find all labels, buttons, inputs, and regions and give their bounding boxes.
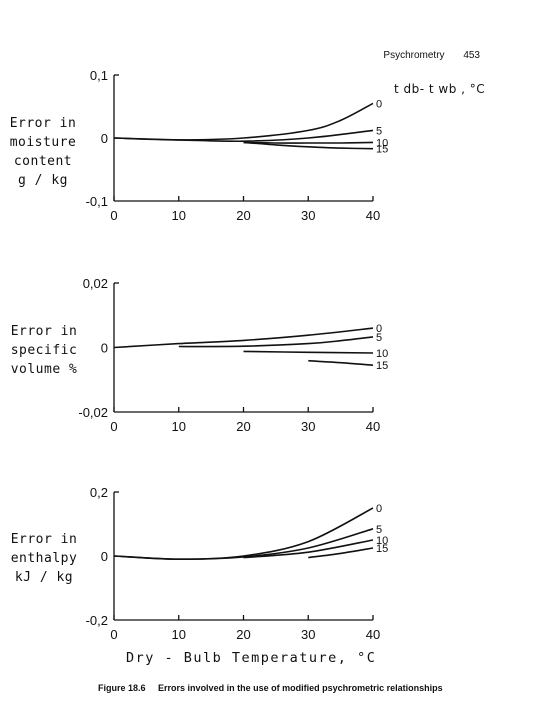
- ylabel-line: specific: [10, 343, 78, 358]
- x-tick-label: 20: [236, 419, 250, 434]
- x-tick-label: 20: [236, 208, 250, 223]
- ylabel-line: kJ / kg: [14, 570, 74, 585]
- x-tick-label: 40: [366, 627, 380, 642]
- series-label-5: 5: [376, 524, 382, 536]
- series-label-5: 5: [376, 125, 382, 137]
- x-tick-label: 40: [366, 208, 380, 223]
- y-tick-label: 0,1: [90, 68, 108, 83]
- y-tick-label: -0,2: [86, 613, 108, 628]
- ylabel-volume: Error in specific volume %: [2, 322, 86, 379]
- ylabel-line: volume %: [10, 362, 78, 377]
- series-line-5: [113, 129, 374, 143]
- ylabel-line: enthalpy: [10, 551, 78, 566]
- ylabel-line: Error in: [9, 116, 77, 131]
- x-tick-label: 20: [236, 627, 250, 642]
- series-line-15: [308, 359, 374, 366]
- x-tick-label: 30: [301, 627, 315, 642]
- caption-text: Errors involved in the use of modified p…: [158, 683, 443, 693]
- series-label-15: 15: [376, 144, 388, 156]
- x-tick-label: 0: [110, 419, 117, 434]
- ylabel-moisture: Error in moisture content g / kg: [4, 114, 82, 190]
- series-line-0: [113, 327, 374, 349]
- x-tick-label: 10: [172, 419, 186, 434]
- y-tick-label: -0,02: [78, 405, 108, 420]
- ylabel-line: Error in: [10, 532, 78, 547]
- y-tick-label: -0,1: [86, 194, 108, 209]
- series-line-10: [243, 539, 374, 559]
- series-label-10: 10: [376, 348, 388, 360]
- x-tick-label: 30: [301, 419, 315, 434]
- series-label-10: 10: [376, 137, 388, 149]
- x-tick-label: 10: [172, 627, 186, 642]
- ylabel-line: g / kg: [18, 173, 68, 188]
- x-axis-label: Dry - Bulb Temperature, °C: [126, 650, 377, 666]
- series-label-0: 0: [376, 503, 382, 515]
- ylabel-line: moisture: [9, 135, 77, 150]
- series-line-10: [243, 350, 374, 354]
- x-tick-label: 40: [366, 419, 380, 434]
- series-label-15: 15: [376, 543, 388, 555]
- legend-title: t db- t wb , °C: [394, 82, 486, 96]
- series-label-15: 15: [376, 360, 388, 372]
- series-label-10: 10: [376, 535, 388, 547]
- page-header-section: Psychrometry: [383, 50, 445, 61]
- ylabel-enthalpy: Error in enthalpy kJ / kg: [2, 530, 86, 587]
- ylabel-line: Error in: [10, 324, 78, 339]
- x-tick-label: 10: [172, 208, 186, 223]
- ylabel-line: content: [13, 154, 73, 169]
- page-number: 453: [463, 50, 480, 61]
- y-tick-label: 0: [101, 131, 108, 146]
- series-line-0: [113, 507, 374, 561]
- series-label-0: 0: [376, 323, 382, 335]
- y-tick-label: 0: [101, 549, 108, 564]
- x-tick-label: 0: [110, 208, 117, 223]
- series-line-5: [178, 336, 374, 348]
- series-label-5: 5: [376, 332, 382, 344]
- series-line-15: [243, 141, 374, 150]
- x-tick-label: 30: [301, 208, 315, 223]
- y-tick-label: 0,02: [83, 276, 108, 291]
- series-label-0: 0: [376, 98, 382, 110]
- x-tick-label: 0: [110, 627, 117, 642]
- figure-caption: Figure 18.6 Errors involved in the use o…: [98, 683, 443, 693]
- y-tick-label: 0,2: [90, 485, 108, 500]
- y-tick-label: 0: [101, 341, 108, 356]
- series-line-10: [243, 141, 374, 144]
- series-line-0: [113, 102, 374, 141]
- series-line-15: [308, 547, 374, 559]
- page-header: Psychrometry 453: [383, 50, 480, 61]
- caption-label: Figure 18.6: [98, 683, 146, 693]
